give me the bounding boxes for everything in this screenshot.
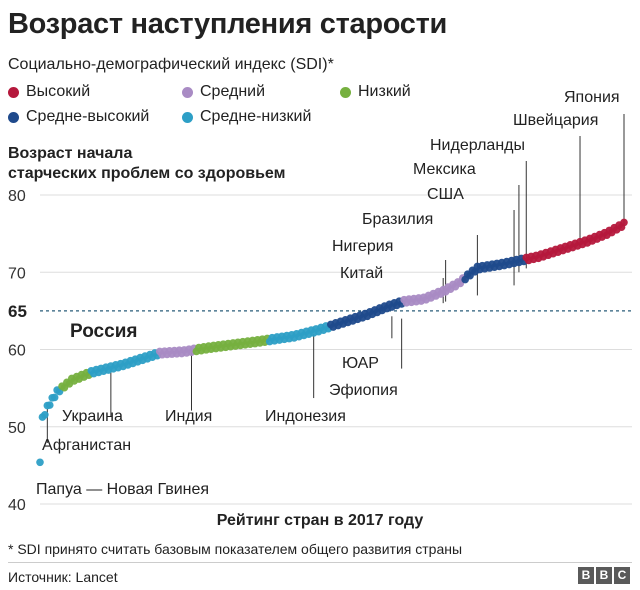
annotation-label: Китай xyxy=(340,265,383,282)
y-axis-label: Возраст начала старческих проблем со здо… xyxy=(8,144,285,184)
y-tick-label: 70 xyxy=(8,265,26,282)
x-axis-label: Рейтинг стран в 2017 году xyxy=(217,512,424,529)
annotation-label: Афганистан xyxy=(42,437,131,454)
annotation-label: Мексика xyxy=(413,161,476,178)
source-divider xyxy=(8,562,632,563)
legend-item-lower-middle: Средне-низкий xyxy=(182,108,311,126)
legend-dot-upper-middle xyxy=(8,111,19,123)
legend-dot-lower-middle xyxy=(182,111,193,123)
data-point xyxy=(41,410,49,419)
data-point xyxy=(50,393,59,402)
data-point xyxy=(45,401,54,409)
reference-line-label: 65 xyxy=(8,302,27,321)
scatter-chart: 40 50 60 70 80 65 Папуа — Новая Гвинея Афганист… xyxy=(8,89,632,529)
annotation-label: Украина xyxy=(62,408,123,425)
y-tick-label: 40 xyxy=(8,497,26,514)
legend-item-low: Низкий xyxy=(340,83,411,101)
legend-item-upper-middle: Средне-высокий xyxy=(8,108,149,126)
annotation-label: Бразилия xyxy=(362,211,433,228)
data-point xyxy=(620,218,628,227)
y-tick-label: 60 xyxy=(8,343,26,360)
legend-label-high: Высокий xyxy=(26,83,91,100)
annotation-label: Россия xyxy=(70,321,137,342)
bbc-logo-letter: B xyxy=(596,567,612,584)
source-note: Источник: Lancet xyxy=(8,569,118,585)
legend-label-lower-middle: Средне-низкий xyxy=(200,108,312,125)
bbc-logo-letter: C xyxy=(614,567,630,584)
y-tick-label: 50 xyxy=(8,420,26,437)
annotation-label: Эфиопия xyxy=(329,382,398,399)
legend-label-medium: Средний xyxy=(200,83,266,100)
legend-label-upper-middle: Средне-высокий xyxy=(26,108,150,125)
footnote: * SDI принято считать базовым показателе… xyxy=(8,541,463,557)
annotation-label: ЮАР xyxy=(342,355,379,372)
y-axis-label-line-2: старческих проблем со здоровьем xyxy=(8,165,286,182)
annotation-label: Япония xyxy=(564,89,620,106)
legend-label-low: Низкий xyxy=(358,83,411,100)
legend-dot-medium xyxy=(182,86,193,98)
annotation-label: Индонезия xyxy=(265,408,346,425)
legend-item-high: Высокий xyxy=(8,83,90,101)
annotation-label: Нигерия xyxy=(332,238,393,255)
annotation-label: Индия xyxy=(165,408,212,425)
annotation-label: США xyxy=(427,186,464,203)
bbc-logo-letter: B xyxy=(578,567,594,584)
annotation-label: Швейцария xyxy=(513,112,598,129)
data-point xyxy=(36,458,44,467)
legend-dot-high xyxy=(8,86,19,98)
bbc-logo: B B C xyxy=(578,567,630,584)
y-tick-label: 80 xyxy=(8,188,26,205)
annotation-label: Папуа — Новая Гвинея xyxy=(36,481,209,498)
legend-item-medium: Средний xyxy=(182,83,265,101)
chart-subtitle: Социально-демографический индекс (SDI)* xyxy=(8,56,334,73)
chart-title: Возраст наступления старости xyxy=(8,8,448,40)
y-axis-label-line-1: Возраст начала xyxy=(8,145,133,162)
legend-dot-low xyxy=(340,86,351,98)
annotation-label: Нидерланды xyxy=(430,137,525,154)
